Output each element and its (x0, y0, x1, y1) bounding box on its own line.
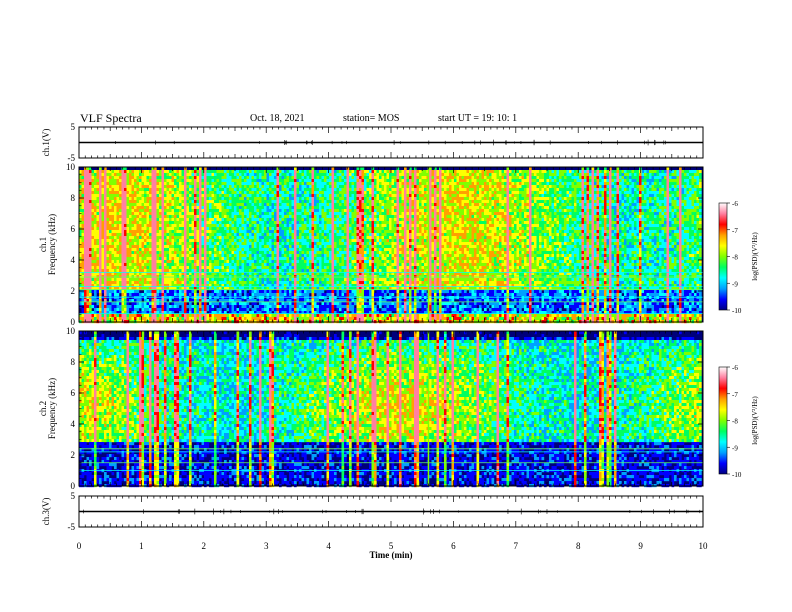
ch3-waveform-ylabel: ch.3(V) (41, 498, 51, 526)
time-tick-label: 8 (576, 541, 581, 551)
ch1-spectrogram-colorbar-tick-label: -8 (732, 254, 738, 262)
ch2-spectrogram-colorbar: -6 -7 -8 -9 -10 log(PSD)(V²/Hz) (718, 364, 759, 479)
ch3-waveform-ytick-label: 5 (71, 491, 76, 501)
time-tick-label: 3 (264, 541, 269, 551)
time-tick-label: 2 (202, 541, 207, 551)
ch1-waveform-ytick-label: -5 (68, 153, 76, 163)
time-tick-label: 6 (451, 541, 456, 551)
time-tick-label: 1 (139, 541, 144, 551)
ch1-spectrogram-ytick-label: 4 (71, 255, 76, 265)
time-axis-label: Time (min) (369, 550, 412, 560)
station-label: station= MOS (343, 113, 399, 124)
ch1-spectrogram-ytick-label: 6 (71, 224, 76, 234)
time-tick-label: 10 (699, 541, 709, 551)
ch1-spectrogram-colorbar-tick-label: -10 (732, 307, 742, 315)
ch1-spectrogram-panel: 0 2 4 6 8 10 ch.1 Frequency (kHz) (38, 162, 704, 327)
ch1-spectrogram-ytick-label: 0 (71, 317, 76, 327)
date-label: Oct. 18, 2021 (250, 113, 304, 124)
ch1-spectrogram-ytick-label: 8 (71, 193, 76, 203)
ch1-spectrogram-ytick-label: 10 (66, 162, 76, 172)
ch1-spectrogram-ylabel: Frequency (kHz) (47, 214, 57, 275)
time-tick-label: 9 (638, 541, 643, 551)
ch2-spectrogram-ytick-label: 0 (71, 481, 76, 491)
time-tick-label: 7 (514, 541, 519, 551)
time-axis: 0 1 2 3 4 5 6 7 8 9 10 Time (min) (77, 541, 708, 560)
ch2-spectrogram-image (79, 331, 702, 488)
ch2-spectrogram-panel: 0 2 4 6 8 10 ch.2 Frequency (kHz) (38, 326, 704, 491)
ch2-spectrogram-colorbar-tick-label: -6 (732, 364, 738, 372)
ch2-spectrogram-colorbar-label: log(PSD)(V²/Hz) (751, 396, 759, 445)
ch2-spectrogram-colorbar-tick-label: -10 (732, 471, 742, 479)
ch2-spectrogram-colorbar-scale (718, 366, 728, 475)
time-tick-label: 0 (77, 541, 82, 551)
ch1-waveform-ylabel: ch.1(V) (41, 129, 51, 157)
ch1-spectrogram-colorbar-scale (718, 202, 728, 311)
ch1-spectrogram-colorbar-tick-label: -7 (732, 227, 738, 235)
ch2-spectrogram-ylabel: ch.2 (38, 401, 48, 416)
ch1-spectrogram-colorbar-label: log(PSD)(V²/Hz) (751, 232, 759, 281)
ch2-spectrogram-colorbar-tick-label: -9 (732, 444, 738, 452)
ch2-spectrogram-colorbar-tick-label: -7 (732, 391, 738, 399)
ch1-spectrogram-colorbar-tick-label: -9 (732, 280, 738, 288)
ch1-spectrogram-image (79, 167, 702, 324)
ch1-spectrogram-ytick-label: 2 (71, 286, 76, 296)
ch3-waveform-ytick-label: -5 (68, 522, 76, 532)
time-tick-label: 4 (326, 541, 331, 551)
ch2-spectrogram-ytick-label: 6 (71, 388, 76, 398)
ch2-spectrogram-ytick-label: 10 (66, 326, 76, 336)
ch1-waveform-panel: 5 -5 ch.1(V) (41, 122, 704, 163)
ch1-spectrogram-colorbar: -6 -7 -8 -9 -10 log(PSD)(V²/Hz) (718, 200, 759, 315)
ch2-spectrogram-ylabel: Frequency (kHz) (47, 378, 57, 439)
start-time-label: start UT = 19: 10: 1 (438, 113, 517, 124)
ch2-spectrogram-ytick-label: 4 (71, 419, 76, 429)
ch1-spectrogram-colorbar-tick-label: -6 (732, 200, 738, 208)
time-tick-label: 5 (389, 541, 394, 551)
ch2-spectrogram-ytick-label: 2 (71, 450, 76, 460)
ch2-spectrogram-colorbar-tick-label: -8 (732, 418, 738, 426)
ch2-spectrogram-ytick-label: 8 (71, 357, 76, 367)
ch1-spectrogram-ylabel: ch.1 (38, 237, 48, 252)
ch3-waveform-panel: 5 -5 ch.3(V) (41, 491, 704, 532)
ch1-waveform-ytick-label: 5 (71, 122, 76, 132)
figure-title: VLF Spectra (80, 111, 142, 126)
